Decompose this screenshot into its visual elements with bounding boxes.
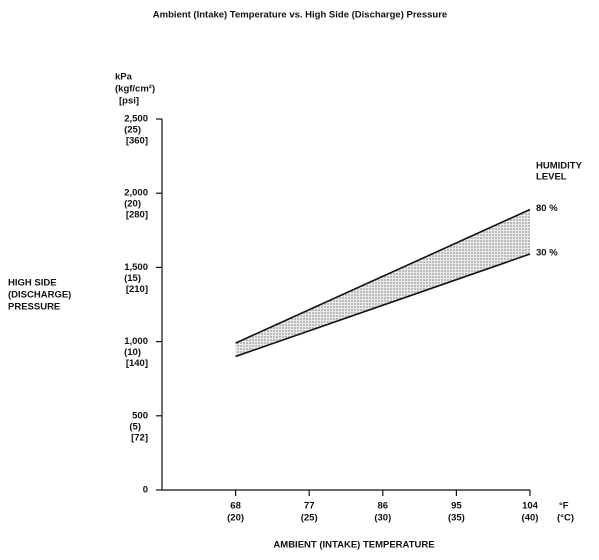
y-tick-label-psi: [140]	[126, 358, 148, 369]
legend-label: 30 %	[536, 248, 558, 259]
x-tick-label: 77	[304, 501, 315, 512]
y-tick-label-kgf: (15)	[124, 273, 141, 284]
y-axis-title: (DISCHARGE)	[8, 290, 71, 301]
y-unit: (kgf/cm²)	[115, 84, 155, 95]
y-tick-label: 0	[143, 485, 148, 496]
x-tick-label-celsius: (25)	[301, 513, 318, 524]
y-tick-label-kgf: (20)	[124, 199, 141, 210]
x-tick-label: 86	[378, 501, 389, 512]
band-fill	[235, 209, 530, 357]
y-tick-label: 1,000	[124, 336, 148, 347]
y-axis-title: PRESSURE	[8, 302, 60, 313]
y-unit: [psi]	[119, 96, 139, 107]
y-tick-label: 2,000	[124, 188, 148, 199]
series-line	[235, 208, 531, 344]
y-tick-label-psi: [72]	[131, 432, 148, 443]
y-tick-label-psi: [280]	[126, 210, 148, 221]
legend-title: LEVEL	[536, 172, 567, 183]
x-tick-label: 68	[230, 501, 241, 512]
x-unit: °F	[559, 501, 569, 512]
y-tick-label-kgf: (25)	[124, 125, 141, 136]
x-tick-label: 95	[451, 501, 462, 512]
x-tick-label: 104	[522, 501, 539, 512]
x-unit: (°C)	[557, 513, 574, 524]
series-line	[235, 253, 531, 358]
y-tick-label: 2,500	[124, 114, 148, 125]
legend-title: HUMIDITY	[536, 161, 583, 172]
x-tick-label-celsius: (20)	[227, 513, 244, 524]
y-tick-label-psi: [360]	[126, 136, 148, 147]
y-unit: kPa	[115, 72, 133, 83]
y-tick-label-kgf: (5)	[129, 421, 141, 432]
y-axis-title: HIGH SIDE	[8, 278, 57, 289]
x-axis-title: AMBIENT (INTAKE) TEMPERATURE	[273, 540, 434, 551]
x-tick-label-celsius: (40)	[522, 513, 539, 524]
y-tick-label: 1,500	[124, 262, 148, 273]
y-tick-label-kgf: (10)	[124, 347, 141, 358]
y-tick-label: 500	[132, 410, 148, 421]
x-tick-label-celsius: (30)	[374, 513, 391, 524]
chart-title: Ambient (Intake) Temperature vs. High Si…	[153, 10, 447, 21]
x-tick-label-celsius: (35)	[448, 513, 465, 524]
y-tick-label-psi: [210]	[126, 284, 148, 295]
legend-label: 80 %	[536, 203, 558, 214]
